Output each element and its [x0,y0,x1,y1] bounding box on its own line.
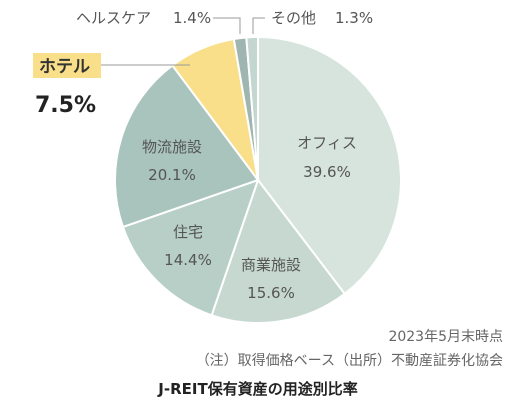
pie-slice-3 [114,64,260,229]
slice-label-hotel: ホテル [39,57,90,77]
slice-label-office: オフィス [297,134,357,152]
leader-other [252,17,265,34]
slice-label-commercial: 商業施設 [241,256,301,274]
leader-healthcare [213,17,241,34]
slice-value-residential: 14.4% [164,251,212,269]
slice-value-healthcare: 1.4% [173,9,211,27]
slice-label-other: その他 [271,9,316,27]
chart-title: J-REIT保有資産の用途別比率 [157,380,357,398]
slice-value-commercial: 15.6% [247,284,295,302]
pie-slice-6 [245,35,259,181]
pie-slice-1 [210,177,347,324]
slice-value-other: 1.3% [335,9,373,27]
slice-value-logistics: 20.1% [148,166,196,184]
slice-value-hotel: 7.5% [35,93,96,118]
source-note: （注）取得価格ベース（出所）不動産証券化協会 [196,352,503,369]
hotel-label-highlight [33,53,101,78]
slice-label-residential: 住宅 [173,223,203,241]
pie-slices [114,35,402,324]
slice-value-office: 39.6% [303,163,351,181]
pie-slice-0 [257,35,402,296]
date-note: 2023年5月末時点 [388,329,503,345]
slice-label-healthcare: ヘルスケア [76,9,151,27]
slice-label-logistics: 物流施設 [142,138,202,156]
pie-slice-2 [121,178,260,317]
